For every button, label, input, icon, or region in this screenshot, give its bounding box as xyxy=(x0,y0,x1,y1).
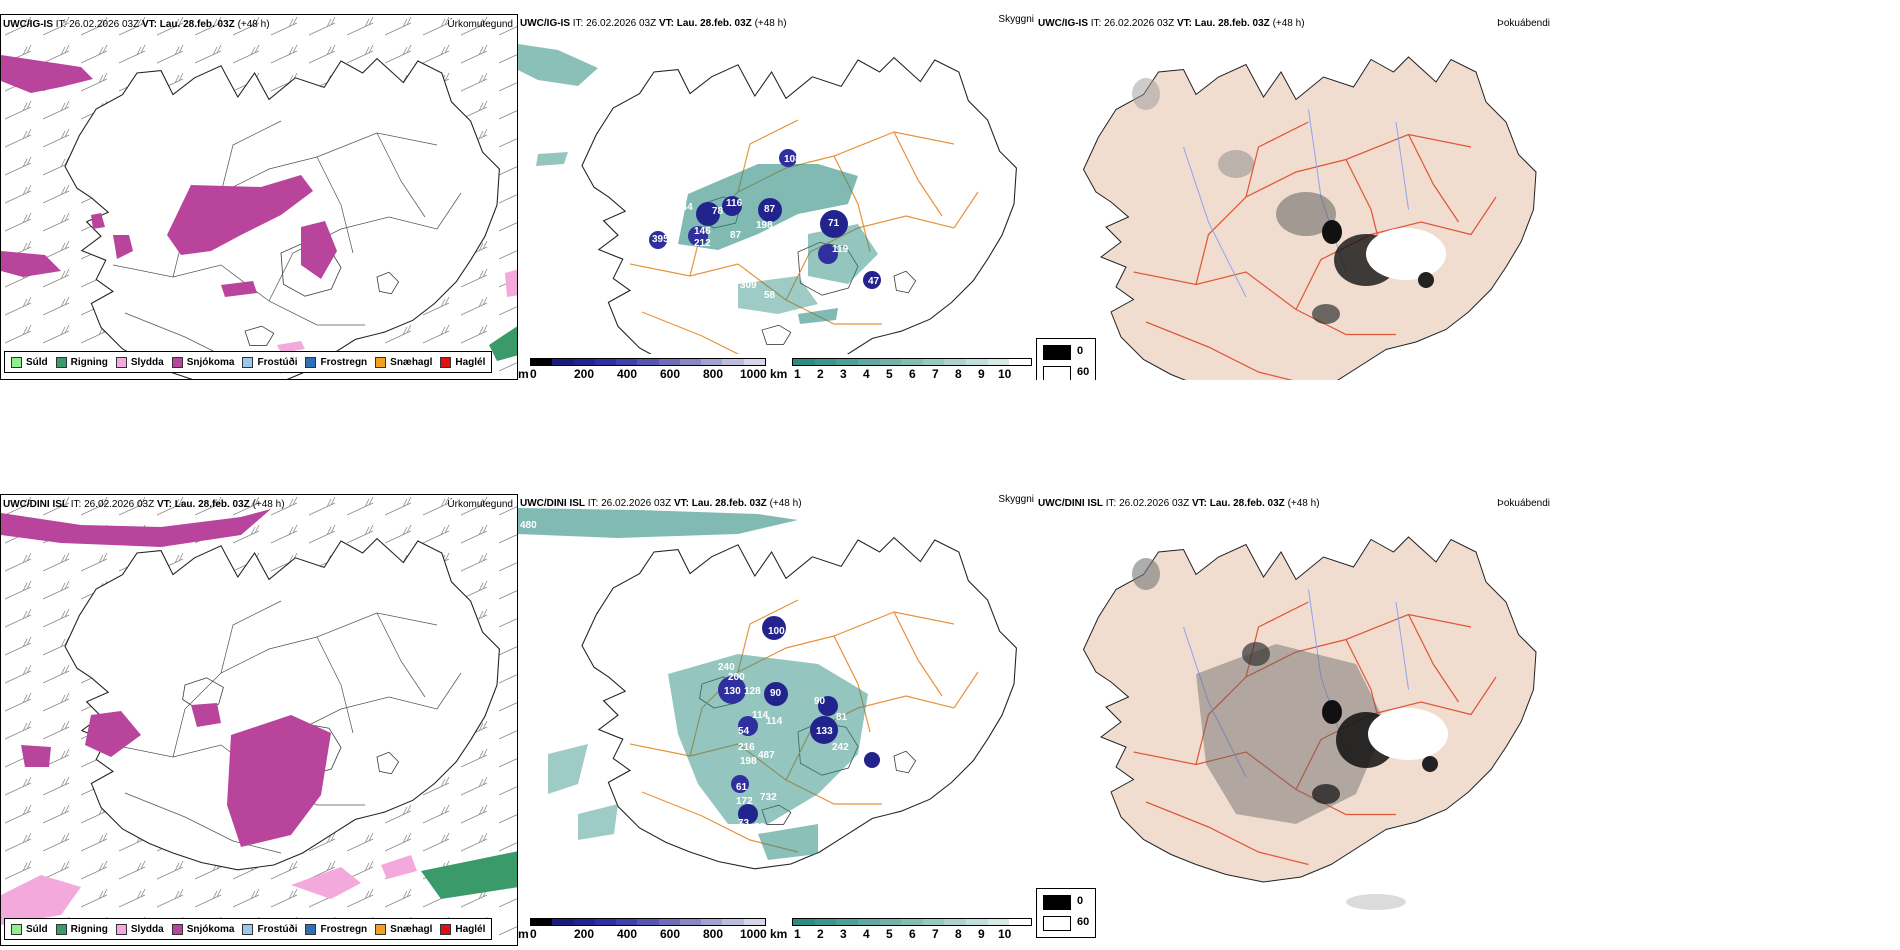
precip-legend-2: Súld Rigning Slydda Snjókoma Frostúði Fr… xyxy=(4,918,493,940)
legend-item-frostudi: Frostúði xyxy=(242,356,297,368)
legend-item-frostregn: Frostregn xyxy=(305,356,367,368)
panel-type-cloud-1: Skyggni xyxy=(998,14,1034,25)
svg-text:54: 54 xyxy=(738,726,750,737)
fog-panel-1: UWC/IG-IS IT: 26.02.2026 03Z VT: Lau. 28… xyxy=(1036,14,1900,380)
svg-text:73: 73 xyxy=(738,818,750,829)
fog-legend-2: 0 60 xyxy=(1036,888,1096,938)
svg-text:344: 344 xyxy=(676,202,693,213)
svg-text:71: 71 xyxy=(828,218,840,229)
svg-text:309: 309 xyxy=(740,280,757,291)
legend-item-snaehagl: Snæhagl xyxy=(375,356,432,368)
cloud-map-2: 480 240 200 90 128 114 130 54 216 487 19… xyxy=(518,508,1018,877)
legend-item-rigning: Rigning xyxy=(55,356,108,368)
svg-text:116: 116 xyxy=(726,198,743,209)
precip-legend-1: Súld Rigning Slydda Snjókoma Frostúði Fr… xyxy=(4,351,493,373)
svg-text:198: 198 xyxy=(756,220,773,231)
svg-text:87: 87 xyxy=(764,204,776,215)
svg-text:198: 198 xyxy=(740,756,757,767)
cloud-map-1: 344 78 116 87 146 212 87 198 395 108 71 … xyxy=(518,44,1018,354)
svg-text:114: 114 xyxy=(752,710,769,721)
svg-text:58: 58 xyxy=(764,290,776,301)
svg-text:480: 480 xyxy=(520,520,537,531)
fog-map-2 xyxy=(1082,536,1537,910)
panel-type-fog-1: Þokuábendi xyxy=(1497,18,1550,29)
legend-item-haglel: Haglél xyxy=(440,356,485,368)
svg-text:200: 200 xyxy=(728,672,745,683)
legend-item-slydda: Slydda xyxy=(115,356,164,368)
svg-text:128: 128 xyxy=(744,686,761,697)
svg-text:114: 114 xyxy=(766,716,783,727)
legend-item-snjokoma: Snjókoma xyxy=(171,356,234,368)
title-cloud-2: UWC/DINI ISL IT: 26.02.2026 03Z VT: Lau.… xyxy=(520,498,802,509)
svg-text:395: 395 xyxy=(652,234,669,245)
svg-text:47: 47 xyxy=(868,276,880,287)
svg-text:133: 133 xyxy=(816,726,833,737)
cloudbase-colorbar-1: m 0 200 400 600 800 1000 xyxy=(518,358,768,380)
svg-text:732: 732 xyxy=(760,792,777,803)
panel-type-precip-2: Úrkomutegund xyxy=(447,499,513,510)
svg-text:119: 119 xyxy=(832,244,849,255)
precip-map-1 xyxy=(1,15,517,379)
svg-text:61: 61 xyxy=(736,782,748,793)
title-fog-2: UWC/DINI ISL IT: 26.02.2026 03Z VT: Lau.… xyxy=(1038,498,1320,509)
svg-text:87: 87 xyxy=(730,230,742,241)
cloud-panel-2: 480 240 200 90 128 114 130 54 216 487 19… xyxy=(518,494,1036,946)
fog-swatch-0 xyxy=(1043,345,1071,360)
precip-panel-1: UWC/IG-IS IT: 26.02.2026 03Z VT: Lau. 28… xyxy=(0,14,518,380)
svg-text:146: 146 xyxy=(694,226,711,237)
precip-panel-2: UWC/DINI ISL IT: 26.02.2026 03Z VT: Lau.… xyxy=(0,494,518,946)
title-fog-1: UWC/IG-IS IT: 26.02.2026 03Z VT: Lau. 28… xyxy=(1038,18,1305,29)
precip-map-2 xyxy=(1,495,517,945)
cloud-panel-1: 344 78 116 87 146 212 87 198 395 108 71 … xyxy=(518,14,1036,380)
svg-text:78: 78 xyxy=(712,206,724,217)
visibility-colorbar-1: km 1 2 3 4 5 6 7 8 9 10 xyxy=(770,358,1032,380)
svg-text:172: 172 xyxy=(736,796,753,807)
fog-swatch-60 xyxy=(1043,366,1071,380)
fog-panel-2: UWC/DINI ISL IT: 26.02.2026 03Z VT: Lau.… xyxy=(1036,494,1900,946)
svg-text:81: 81 xyxy=(836,712,848,723)
cloudbase-colorbar-2: m 0 200 400 600 800 1000 xyxy=(518,918,768,941)
svg-text:130: 130 xyxy=(724,686,741,697)
title-cloud-1: UWC/IG-IS IT: 26.02.2026 03Z VT: Lau. 28… xyxy=(520,18,787,29)
svg-text:212: 212 xyxy=(694,238,711,249)
legend-item-sudd: Súld xyxy=(11,356,48,368)
title-precip-2: UWC/DINI ISL IT: 26.02.2026 03Z VT: Lau.… xyxy=(3,499,285,510)
svg-text:318: 318 xyxy=(870,866,887,877)
svg-text:108: 108 xyxy=(784,154,801,165)
cloudbase-bar-1 xyxy=(530,358,766,366)
title-precip-1: UWC/IG-IS IT: 26.02.2026 03Z VT: Lau. 28… xyxy=(3,19,270,30)
panel-type-fog-2: Þokuábendi xyxy=(1497,498,1550,509)
panel-type-precip-1: Úrkomutegund xyxy=(447,19,513,30)
svg-text:90: 90 xyxy=(814,696,826,707)
svg-text:90: 90 xyxy=(770,688,782,699)
panel-type-cloud-2: Skyggni xyxy=(998,494,1034,505)
legend-swatch-1 xyxy=(11,356,22,368)
fog-legend-1: 0 60 xyxy=(1036,338,1096,380)
fog-map-1 xyxy=(1082,56,1537,380)
svg-text:242: 242 xyxy=(832,742,849,753)
svg-text:82: 82 xyxy=(754,822,766,833)
svg-text:100: 100 xyxy=(768,626,785,637)
svg-text:487: 487 xyxy=(758,750,775,761)
svg-text:216: 216 xyxy=(738,742,755,753)
visibility-colorbar-2: km 1 2 3 4 5 6 7 8 9 10 xyxy=(770,918,1032,941)
svg-text:240: 240 xyxy=(718,662,735,673)
visibility-bar-1 xyxy=(792,358,1032,366)
